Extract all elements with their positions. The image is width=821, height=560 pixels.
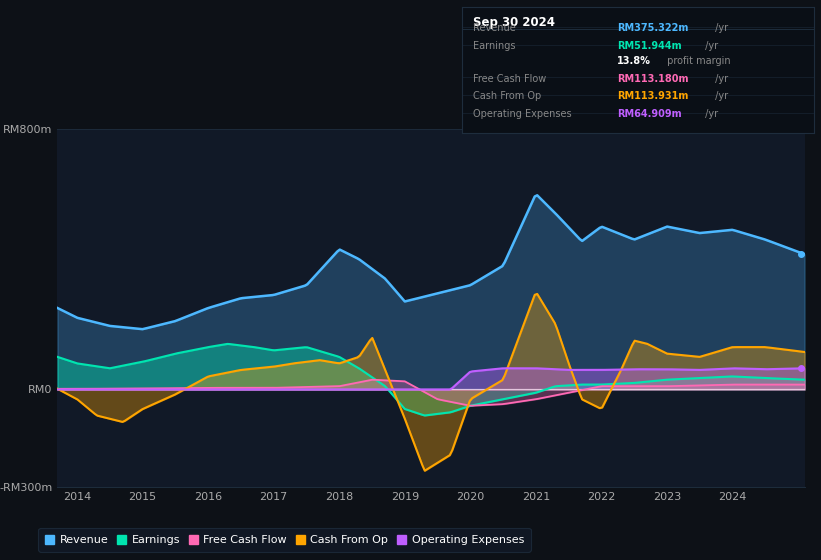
Text: 13.8%: 13.8% [617, 56, 651, 66]
Text: /yr: /yr [712, 73, 728, 83]
Text: /yr: /yr [702, 41, 718, 51]
Text: RM113.931m: RM113.931m [617, 91, 688, 101]
Text: Free Cash Flow: Free Cash Flow [473, 73, 546, 83]
Text: RM375.322m: RM375.322m [617, 23, 688, 33]
Text: profit margin: profit margin [664, 56, 731, 66]
Text: RM64.909m: RM64.909m [617, 109, 681, 119]
Text: Earnings: Earnings [473, 41, 516, 51]
Text: Sep 30 2024: Sep 30 2024 [473, 16, 555, 29]
Text: Cash From Op: Cash From Op [473, 91, 541, 101]
Text: /yr: /yr [712, 91, 728, 101]
Legend: Revenue, Earnings, Free Cash Flow, Cash From Op, Operating Expenses: Revenue, Earnings, Free Cash Flow, Cash … [39, 528, 530, 552]
Text: Revenue: Revenue [473, 23, 516, 33]
Text: RM51.944m: RM51.944m [617, 41, 681, 51]
Text: Operating Expenses: Operating Expenses [473, 109, 571, 119]
Text: /yr: /yr [712, 23, 728, 33]
Text: RM113.180m: RM113.180m [617, 73, 688, 83]
Text: /yr: /yr [702, 109, 718, 119]
